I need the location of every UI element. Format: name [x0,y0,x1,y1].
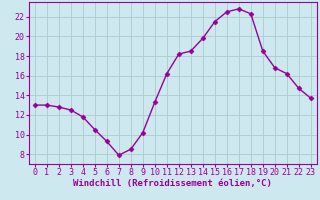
X-axis label: Windchill (Refroidissement éolien,°C): Windchill (Refroidissement éolien,°C) [73,179,272,188]
